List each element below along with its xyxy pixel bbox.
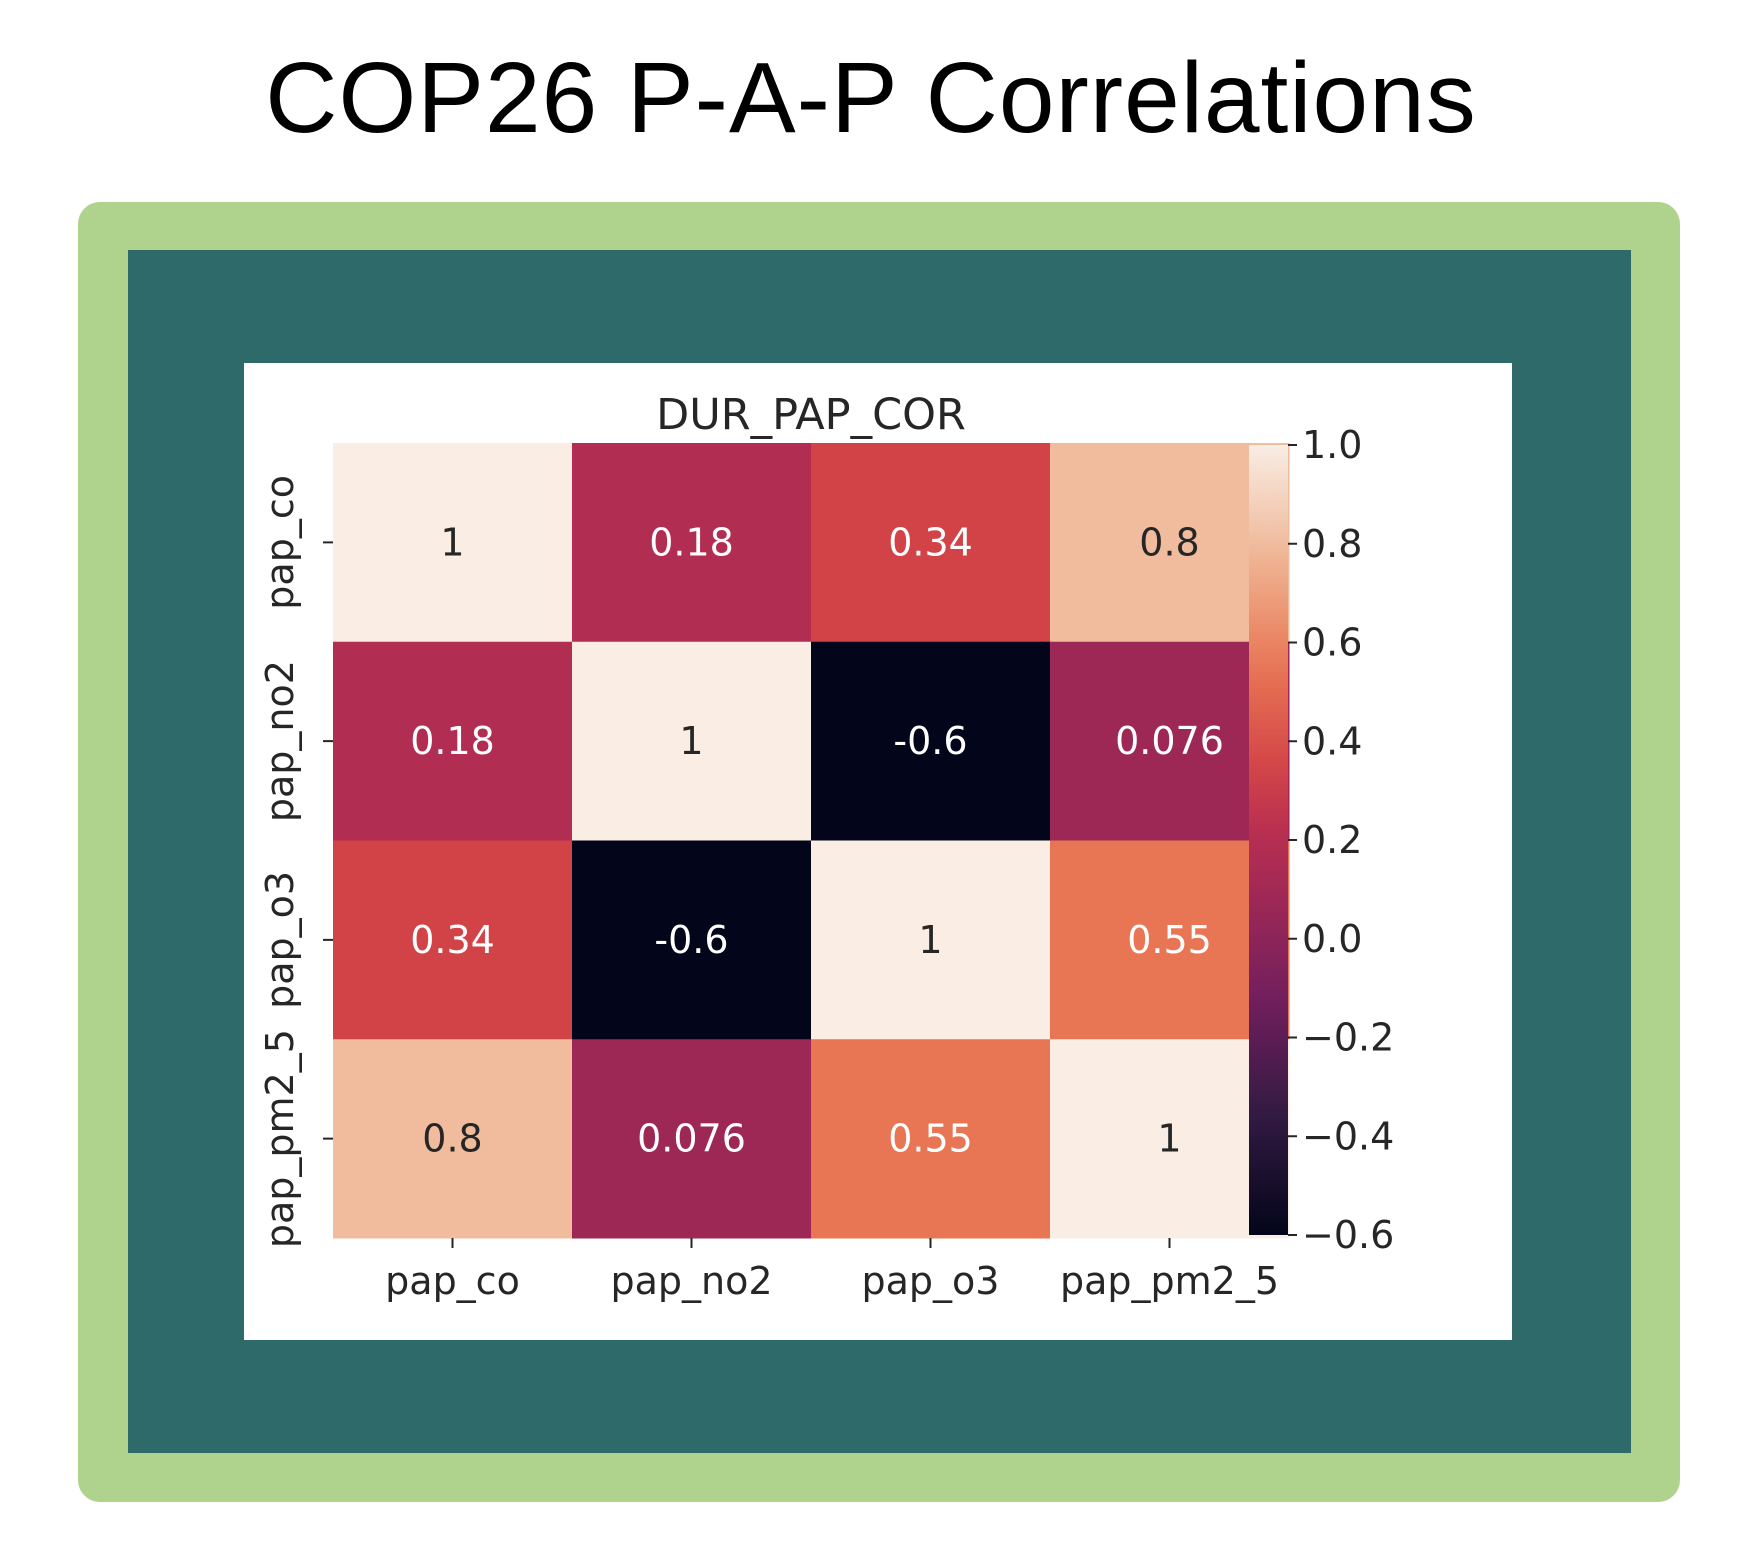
heatmap-cell bbox=[572, 641, 812, 841]
y-tick-label: pap_no2 bbox=[258, 660, 302, 822]
y-tick-label: pap_co bbox=[258, 475, 302, 610]
cell-value-label: 1 bbox=[679, 719, 703, 763]
heatmap-cells: 1 0.18 0.34 0.8 0.18 1 -0.6 0.076 0.34 -0.6 1 0.55 0… bbox=[333, 443, 1290, 1239]
heatmap-cell bbox=[333, 641, 573, 841]
colorbar-tick-label: 0.8 bbox=[1302, 522, 1362, 566]
colorbar-tick-label: 0.6 bbox=[1302, 621, 1362, 665]
heatmap-cell bbox=[811, 443, 1051, 643]
cell-value-label: -0.6 bbox=[893, 719, 967, 763]
colorbar bbox=[1249, 445, 1288, 1235]
cell-value-label: 0.076 bbox=[1115, 719, 1224, 763]
y-tick-label: pap_pm2_5 bbox=[258, 1029, 302, 1248]
heatmap-cell bbox=[572, 1039, 812, 1239]
heatmap-cell bbox=[811, 840, 1051, 1040]
cell-value-label: 1 bbox=[440, 520, 464, 564]
cell-value-label: 1 bbox=[1157, 1117, 1181, 1161]
heatmap-cell bbox=[811, 1039, 1051, 1239]
x-tick-label: pap_co bbox=[385, 1259, 520, 1303]
colorbar-tick-label: −0.6 bbox=[1302, 1213, 1394, 1257]
x-axis-ticks: pap_co pap_no2 pap_o3 pap_pm2_5 bbox=[385, 1238, 1279, 1303]
heatmap-cell bbox=[333, 840, 573, 1040]
colorbar-ticks: 1.0 0.8 0.6 0.4 0.2 0.0 −0.2 −0.4 −0.6 bbox=[1288, 423, 1394, 1257]
colorbar-tick-label: −0.2 bbox=[1302, 1016, 1394, 1060]
heatmap-cell bbox=[333, 443, 573, 643]
cell-value-label: 0.34 bbox=[410, 918, 495, 962]
cell-value-label: 0.18 bbox=[649, 520, 734, 564]
colorbar-tick-label: 0.2 bbox=[1302, 818, 1362, 862]
y-tick-label: pap_o3 bbox=[258, 871, 302, 1009]
chart-title: DUR_PAP_COR bbox=[656, 390, 966, 440]
cell-value-label: 0.34 bbox=[888, 520, 973, 564]
colorbar-tick-label: 0.4 bbox=[1302, 719, 1362, 763]
cell-value-label: 1 bbox=[918, 918, 942, 962]
cell-value-label: 0.8 bbox=[1139, 520, 1199, 564]
colorbar-tick-label: 0.0 bbox=[1302, 917, 1362, 961]
colorbar-tick-label: −0.4 bbox=[1302, 1114, 1394, 1158]
x-tick-label: pap_o3 bbox=[862, 1259, 1000, 1303]
heatmap-cell bbox=[811, 641, 1051, 841]
heatmap-figure: DUR_PAP_COR 1 0.18 0.34 0.8 0.18 1 -0.6 0.076 0.… bbox=[244, 363, 1512, 1340]
heatmap-cell bbox=[572, 840, 812, 1040]
cell-value-label: 0.8 bbox=[422, 1117, 482, 1161]
cell-value-label: 0.076 bbox=[637, 1117, 746, 1161]
cell-value-label: -0.6 bbox=[654, 918, 728, 962]
heatmap-chart: DUR_PAP_COR 1 0.18 0.34 0.8 0.18 1 -0.6 0.076 0.… bbox=[258, 390, 1394, 1303]
cell-value-label: 0.55 bbox=[1127, 918, 1212, 962]
slide-title: COP26 P-A-P Correlations bbox=[265, 42, 1477, 154]
x-tick-label: pap_no2 bbox=[610, 1259, 772, 1303]
cell-value-label: 0.18 bbox=[410, 719, 495, 763]
heatmap-cell bbox=[333, 1039, 573, 1239]
y-axis-ticks: pap_co pap_no2 pap_o3 pap_pm2_5 bbox=[258, 475, 333, 1248]
colorbar-tick-label: 1.0 bbox=[1302, 423, 1362, 467]
heatmap-cell bbox=[572, 443, 812, 643]
x-tick-label: pap_pm2_5 bbox=[1060, 1259, 1279, 1303]
cell-value-label: 0.55 bbox=[888, 1117, 973, 1161]
